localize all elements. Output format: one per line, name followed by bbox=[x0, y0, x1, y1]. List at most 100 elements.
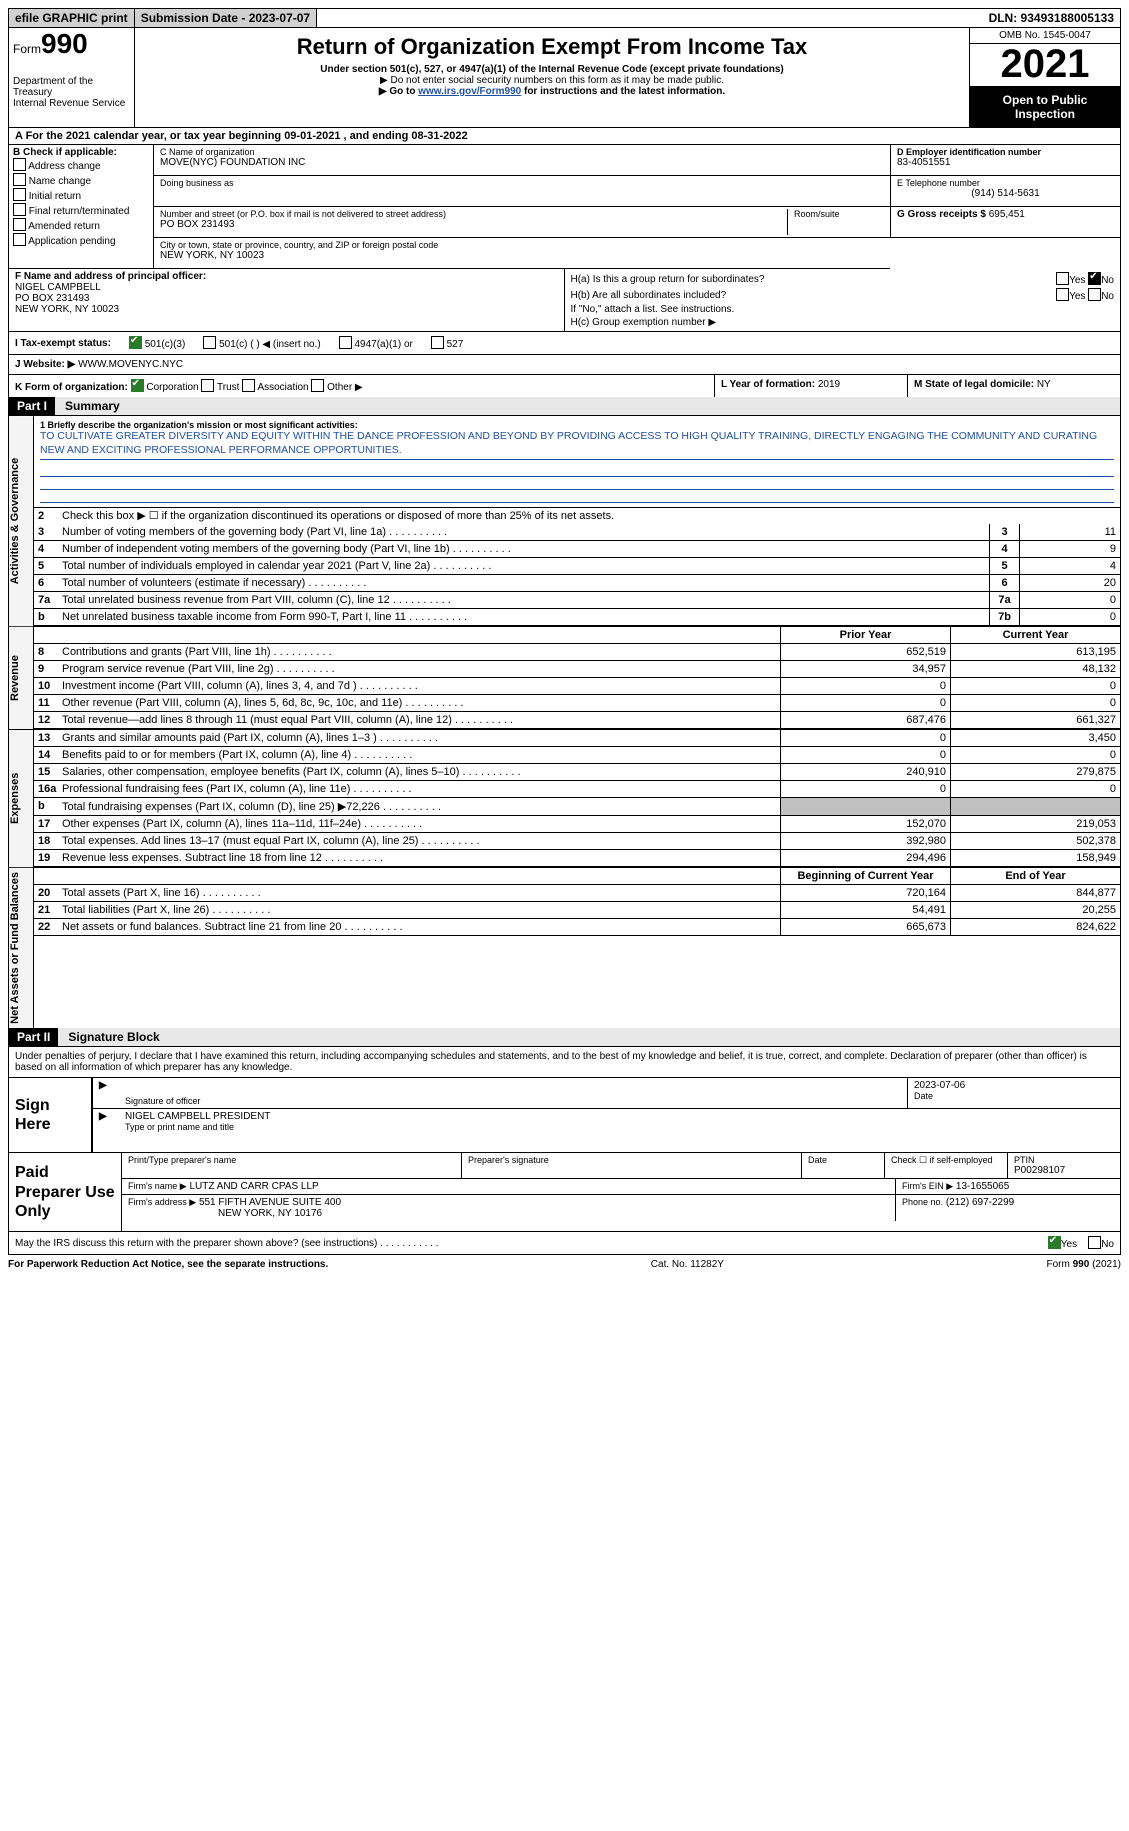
line-num: 4 bbox=[34, 541, 58, 558]
gross-receipts-cell: G Gross receipts $ 695,451 bbox=[890, 207, 1120, 238]
cb-other[interactable]: Other ▶ bbox=[311, 382, 362, 393]
net-assets-table: Beginning of Current Year End of Year20 … bbox=[34, 868, 1120, 936]
prior-year-value: 392,980 bbox=[780, 833, 950, 850]
top-bar: efile GRAPHIC print Submission Date - 20… bbox=[8, 8, 1121, 28]
form-number: Form990 bbox=[13, 30, 128, 58]
prior-year-value: 34,957 bbox=[780, 661, 950, 678]
tax-exempt-status-row: I Tax-exempt status: 501(c)(3) 501(c) ( … bbox=[8, 332, 1121, 355]
line-num: 13 bbox=[34, 730, 58, 747]
form-org-row: K Form of organization: Corporation Trus… bbox=[8, 375, 1121, 398]
sign-here-label: Sign Here bbox=[9, 1078, 93, 1152]
line-num: 6 bbox=[34, 575, 58, 592]
street-address-cell: Number and street (or P.O. box if mail i… bbox=[154, 207, 890, 238]
tax-year: 2021 bbox=[970, 44, 1120, 87]
line-code: 4 bbox=[990, 541, 1020, 558]
irs-discuss-row: May the IRS discuss this return with the… bbox=[8, 1232, 1121, 1255]
cb-final-return[interactable]: Final return/terminated bbox=[13, 203, 149, 218]
current-year-value: 0 bbox=[950, 781, 1120, 798]
cb-discuss-yes[interactable]: Yes bbox=[1048, 1239, 1077, 1250]
line-text: Total fundraising expenses (Part IX, col… bbox=[58, 798, 780, 816]
tab-governance: Activities & Governance bbox=[9, 416, 34, 626]
line-num: 19 bbox=[34, 850, 58, 867]
cb-trust[interactable]: Trust bbox=[201, 382, 239, 393]
open-public-badge: Open to Public Inspection bbox=[970, 87, 1120, 127]
paid-preparer-block: Paid Preparer Use Only Print/Type prepar… bbox=[8, 1153, 1121, 1232]
irs-link[interactable]: www.irs.gov/Form990 bbox=[418, 86, 521, 97]
cb-501c3[interactable]: 501(c)(3) bbox=[129, 336, 185, 350]
current-year-value: 0 bbox=[950, 695, 1120, 712]
net-assets-section: Net Assets or Fund Balances Beginning of… bbox=[8, 868, 1121, 1029]
line-num: 5 bbox=[34, 558, 58, 575]
current-year-value: 279,875 bbox=[950, 764, 1120, 781]
tab-net-assets: Net Assets or Fund Balances bbox=[9, 868, 34, 1028]
ssn-warning: ▶ Do not enter social security numbers o… bbox=[141, 75, 963, 86]
hdr-end-year: End of Year bbox=[950, 868, 1120, 885]
cb-association[interactable]: Association bbox=[242, 382, 308, 393]
line-num: b bbox=[34, 798, 58, 816]
cb-527[interactable]: 527 bbox=[431, 336, 463, 350]
prior-year-value: 665,673 bbox=[780, 919, 950, 936]
penalty-declaration: Under penalties of perjury, I declare th… bbox=[9, 1047, 1120, 1078]
prior-year-value: 0 bbox=[780, 695, 950, 712]
line-text: Benefits paid to or for members (Part IX… bbox=[58, 747, 780, 764]
line-text: Contributions and grants (Part VIII, lin… bbox=[58, 644, 780, 661]
shaded-cell bbox=[780, 798, 950, 816]
current-year-value: 158,949 bbox=[950, 850, 1120, 867]
cb-amended-return[interactable]: Amended return bbox=[13, 218, 149, 233]
current-year-value: 0 bbox=[950, 678, 1120, 695]
line-value: 11 bbox=[1020, 524, 1120, 541]
line-text: Total number of individuals employed in … bbox=[58, 558, 990, 575]
part1-header: Part I Summary bbox=[8, 397, 1121, 416]
line-num: 15 bbox=[34, 764, 58, 781]
line-code: 3 bbox=[990, 524, 1020, 541]
line-num: 12 bbox=[34, 712, 58, 729]
cb-initial-return[interactable]: Initial return bbox=[13, 188, 149, 203]
current-year-value: 844,877 bbox=[950, 885, 1120, 902]
line-text: Grants and similar amounts paid (Part IX… bbox=[58, 730, 780, 747]
cb-name-change[interactable]: Name change bbox=[13, 173, 149, 188]
dln-label: DLN: 93493188005133 bbox=[983, 9, 1120, 27]
cb-corporation[interactable]: Corporation bbox=[131, 382, 199, 393]
mission-block: 1 Briefly describe the organization's mi… bbox=[34, 416, 1120, 508]
officer-group-row: F Name and address of principal officer:… bbox=[8, 269, 1121, 332]
line-text: Total expenses. Add lines 13–17 (must eq… bbox=[58, 833, 780, 850]
line-code: 7a bbox=[990, 592, 1020, 609]
current-year-value: 20,255 bbox=[950, 902, 1120, 919]
line-text: Number of independent voting members of … bbox=[58, 541, 990, 558]
cb-discuss-no[interactable]: No bbox=[1088, 1239, 1114, 1250]
line-value: 20 bbox=[1020, 575, 1120, 592]
cb-501c[interactable]: 501(c) ( ) ◀ (insert no.) bbox=[203, 336, 320, 350]
line-value: 9 bbox=[1020, 541, 1120, 558]
prior-year-value: 652,519 bbox=[780, 644, 950, 661]
revenue-section: Revenue Prior Year Current Year8 Contrib… bbox=[8, 627, 1121, 730]
line-value: 0 bbox=[1020, 592, 1120, 609]
line-num: 3 bbox=[34, 524, 58, 541]
line-num: 17 bbox=[34, 816, 58, 833]
efile-print-button[interactable]: efile GRAPHIC print bbox=[9, 9, 135, 27]
paid-preparer-label: Paid Preparer Use Only bbox=[9, 1153, 122, 1231]
prior-year-value: 240,910 bbox=[780, 764, 950, 781]
line-num: 18 bbox=[34, 833, 58, 850]
cb-address-change[interactable]: Address change bbox=[13, 158, 149, 173]
city-cell: City or town, state or province, country… bbox=[154, 238, 890, 269]
line-text: Total revenue—add lines 8 through 11 (mu… bbox=[58, 712, 780, 729]
mission-text: TO CULTIVATE GREATER DIVERSITY AND EQUIT… bbox=[40, 430, 1114, 460]
tab-revenue: Revenue bbox=[9, 627, 34, 729]
cb-application-pending[interactable]: Application pending bbox=[13, 233, 149, 248]
current-year-value: 3,450 bbox=[950, 730, 1120, 747]
section-a-period: A For the 2021 calendar year, or tax yea… bbox=[8, 128, 1121, 145]
current-year-value: 613,195 bbox=[950, 644, 1120, 661]
line-num: 14 bbox=[34, 747, 58, 764]
part2-header: Part II Signature Block bbox=[8, 1028, 1121, 1047]
shaded-cell bbox=[950, 798, 1120, 816]
line-text: Total liabilities (Part X, line 26) bbox=[58, 902, 780, 919]
cb-4947[interactable]: 4947(a)(1) or bbox=[339, 336, 413, 350]
governance-section: Activities & Governance 1 Briefly descri… bbox=[8, 416, 1121, 627]
principal-officer: F Name and address of principal officer:… bbox=[9, 269, 565, 331]
line-value: 0 bbox=[1020, 609, 1120, 626]
form-title: Return of Organization Exempt From Incom… bbox=[141, 34, 963, 60]
line-num: 9 bbox=[34, 661, 58, 678]
line-text: Other expenses (Part IX, column (A), lin… bbox=[58, 816, 780, 833]
form-subtitle: Under section 501(c), 527, or 4947(a)(1)… bbox=[141, 64, 963, 75]
line-num: 10 bbox=[34, 678, 58, 695]
